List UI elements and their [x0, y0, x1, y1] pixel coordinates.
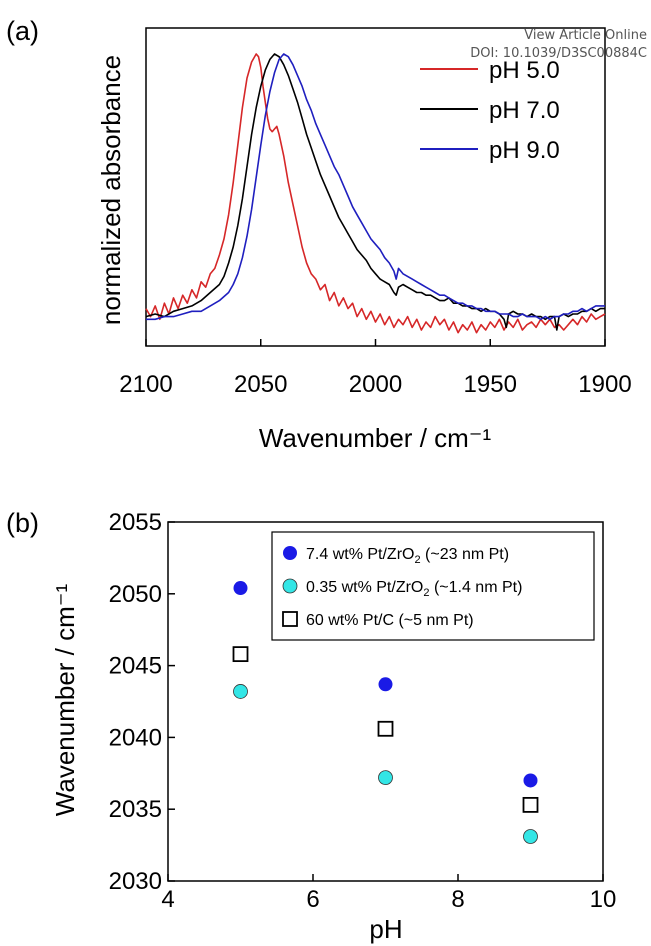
panel-a-series-lines [145, 53, 606, 334]
panel-a-legend-label-1: pH 5.0 [489, 57, 560, 84]
panel-b-legend-label-main-1: 7.4 wt% Pt/ZrO [306, 546, 414, 563]
panel-b-x-tick-label-4: 4 [161, 886, 174, 913]
panel-b-legend-label-tail-1: (~23 nm Pt) [421, 546, 509, 563]
panel-a-series-line-3 [146, 53, 605, 321]
panel-b-legend-marker-1 [283, 546, 297, 560]
panel-b-data-points [232, 581, 539, 844]
panel-b-legend-label-2: 0.35 wt% Pt/ZrO2 (~1.4 nm Pt) [306, 579, 522, 599]
watermark-doi[interactable]: DOI: 10.1039/D3SC00884C [470, 46, 647, 61]
panel-b-y-axis-label: Wavenumber / cm⁻¹ [50, 583, 80, 816]
panel-a-label: (a) [6, 16, 39, 46]
panel-a-x-tick-label-2000: 2000 [349, 371, 402, 398]
panel-b-legend-marker-2 [282, 578, 298, 594]
panel-b-point-series2-3 [523, 829, 538, 844]
panel-a-x-tick-label-1900: 1900 [578, 371, 631, 398]
panel-b-point-series1-2 [378, 677, 393, 692]
panel-b-y-tick-label-2030: 2030 [109, 868, 162, 895]
panel-b-scatter: (b) 4 6 8 10 2030 2035 2040 2045 2050 2055 7.4 wt… [6, 508, 616, 944]
panel-b-legend-label-tail-2: (~1.4 nm Pt) [430, 579, 523, 596]
panel-a-x-axis-label: Wavenumber / cm⁻¹ [259, 423, 492, 453]
panel-b-y-tick-label-2050: 2050 [109, 581, 162, 608]
panel-b-y-tick-label-2040: 2040 [109, 724, 162, 751]
panel-a-x-tick-label-2100: 2100 [119, 371, 172, 398]
panel-a-legend-label-2: pH 7.0 [489, 97, 560, 124]
panel-b-legend-label-3: 60 wt% Pt/C (~5 nm Pt) [306, 612, 474, 629]
panel-b-legend-label-subscript-1: 2 [414, 554, 420, 566]
panel-b-point-series3-2 [377, 720, 394, 737]
panel-a-series-line-2 [145, 53, 605, 331]
panel-b-legend-label-main-2: 0.35 wt% Pt/ZrO [306, 579, 423, 596]
panel-b-point-series1-1 [233, 581, 248, 596]
panel-b-legend-box [271, 531, 595, 641]
panel-a-spectra: (a) 2100 2050 2000 1950 1900 pH 5.0pH 7.0pH … [6, 16, 632, 453]
panel-b-legend: 7.4 wt% Pt/ZrO2 (~23 nm Pt)0.35 wt% Pt/Z… [271, 531, 595, 641]
panel-a-y-axis-label: normalized absorbance [96, 55, 126, 325]
panel-b-point-series3-3 [522, 796, 539, 813]
panel-a-x-ticks: 2100 2050 2000 1950 1900 [119, 339, 632, 398]
panel-b-x-axis-label: pH [369, 914, 402, 944]
panel-b-legend-label-main-3: 60 wt% Pt/C (~5 nm Pt) [306, 612, 474, 629]
panel-b-y-tick-label-2045: 2045 [109, 653, 162, 680]
panel-b-x-tick-label-6: 6 [306, 886, 319, 913]
watermark-view-article[interactable]: View Article Online [524, 28, 647, 43]
panel-a-series-line-1 [145, 53, 606, 334]
panel-a-legend-label-3: pH 9.0 [489, 137, 560, 164]
panel-b-label: (b) [6, 508, 39, 538]
panel-b-plot-frame [167, 521, 604, 882]
panel-a-x-tick-label-2050: 2050 [234, 371, 287, 398]
panel-b-point-series2-1 [233, 684, 248, 699]
panel-b-point-series2-2 [378, 770, 393, 786]
panel-a-x-tick-label-1950: 1950 [464, 371, 517, 398]
panel-b-point-series3-1 [232, 646, 249, 663]
panel-b-y-tick-label-2035: 2035 [109, 796, 162, 823]
panel-b-x-tick-label-10: 10 [590, 886, 617, 913]
panel-b-legend-marker-3 [282, 611, 298, 627]
panel-a-legend: pH 5.0 pH 7.0 pH 9.0 [420, 57, 560, 164]
panel-b-x-tick-label-8: 8 [451, 886, 464, 913]
panel-b-point-series1-3 [523, 773, 538, 788]
panel-b-ticks: 4 6 8 10 2030 2035 2040 2045 2050 2055 [109, 509, 617, 913]
panel-b-legend-label-1: 7.4 wt% Pt/ZrO2 (~23 nm Pt) [306, 546, 509, 566]
panel-b-legend-label-subscript-2: 2 [423, 587, 429, 599]
panel-b-y-tick-label-2055: 2055 [109, 509, 162, 536]
